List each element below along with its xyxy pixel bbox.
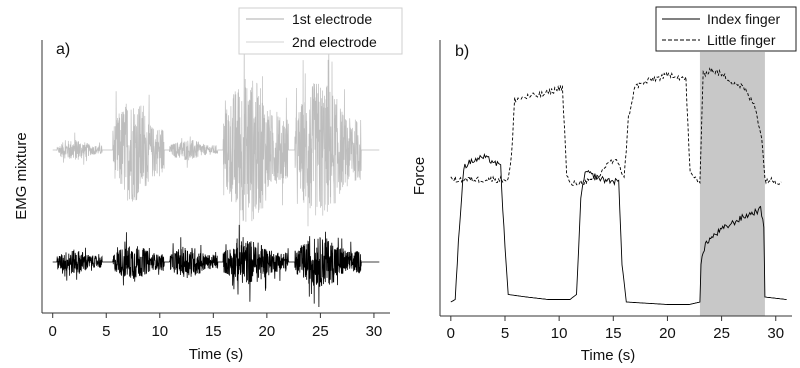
series-line-little-finger (450, 66, 782, 186)
legend-label-little-finger: Little finger (707, 32, 776, 48)
panel-a-x-tick-label: 10 (151, 323, 168, 340)
series-2nd-electrode (52, 224, 380, 308)
panel-a-x-tick-label: 30 (366, 323, 383, 340)
legend-label-index-finger: Index finger (707, 11, 780, 27)
highlight-region (699, 52, 765, 316)
panel-a-label: a) (56, 41, 70, 58)
panel-b-x-tick-label: 15 (605, 325, 622, 342)
panel-a-emg-mixture: 0 5 10 15 20 25 30 a) Time (s) EMG mixture 1st… (13, 7, 403, 363)
series-line-1st-electrode (52, 29, 380, 269)
panel-b-legend-box (655, 6, 797, 52)
panel-a-x-tick-label: 20 (259, 323, 276, 340)
panel-b-x-tick-label: 0 (447, 325, 455, 342)
panel-b-x-axis-title: Time (s) (581, 347, 635, 364)
panel-a-x-axis-title: Time (s) (189, 346, 243, 363)
panel-a-legend-box (238, 7, 403, 55)
panel-b-x-tick-label: 20 (659, 325, 676, 342)
panel-b-x-tick-label: 30 (767, 325, 784, 342)
panel-b-y-axis-title: Force (411, 157, 428, 195)
panel-a-y-axis-title: EMG mixture (13, 132, 30, 220)
panel-a-x-tick-label: 0 (49, 323, 57, 340)
series-line-2nd-electrode (52, 224, 380, 308)
panel-b-x-tick-label: 5 (501, 325, 509, 342)
panel-b-series (450, 66, 787, 305)
panel-a-legend: 1st electrode 2nd electrode (238, 7, 403, 55)
panel-b-x-tick-label: 25 (713, 325, 730, 342)
panel-b-x-ticks: 0 5 10 15 20 25 30 (447, 316, 784, 342)
panel-b-force: 0 5 10 15 20 25 30 b) Time (s) Force Index fin… (411, 6, 797, 364)
panel-b-label: b) (455, 43, 469, 60)
panel-b-x-tick-label: 10 (551, 325, 568, 342)
series-line-index-finger (450, 153, 787, 305)
panel-a-x-tick-label: 5 (102, 323, 110, 340)
panel-a-x-tick-label: 25 (312, 323, 329, 340)
legend-label-2nd-electrode: 2nd electrode (292, 34, 377, 50)
panel-b-legend: Index finger Little finger (655, 6, 797, 52)
series-1st-electrode (52, 29, 380, 269)
legend-label-1st-electrode: 1st electrode (292, 11, 372, 27)
panel-a-x-tick-label: 15 (205, 323, 222, 340)
panel-a-x-ticks: 0 5 10 15 20 25 30 (49, 313, 383, 340)
